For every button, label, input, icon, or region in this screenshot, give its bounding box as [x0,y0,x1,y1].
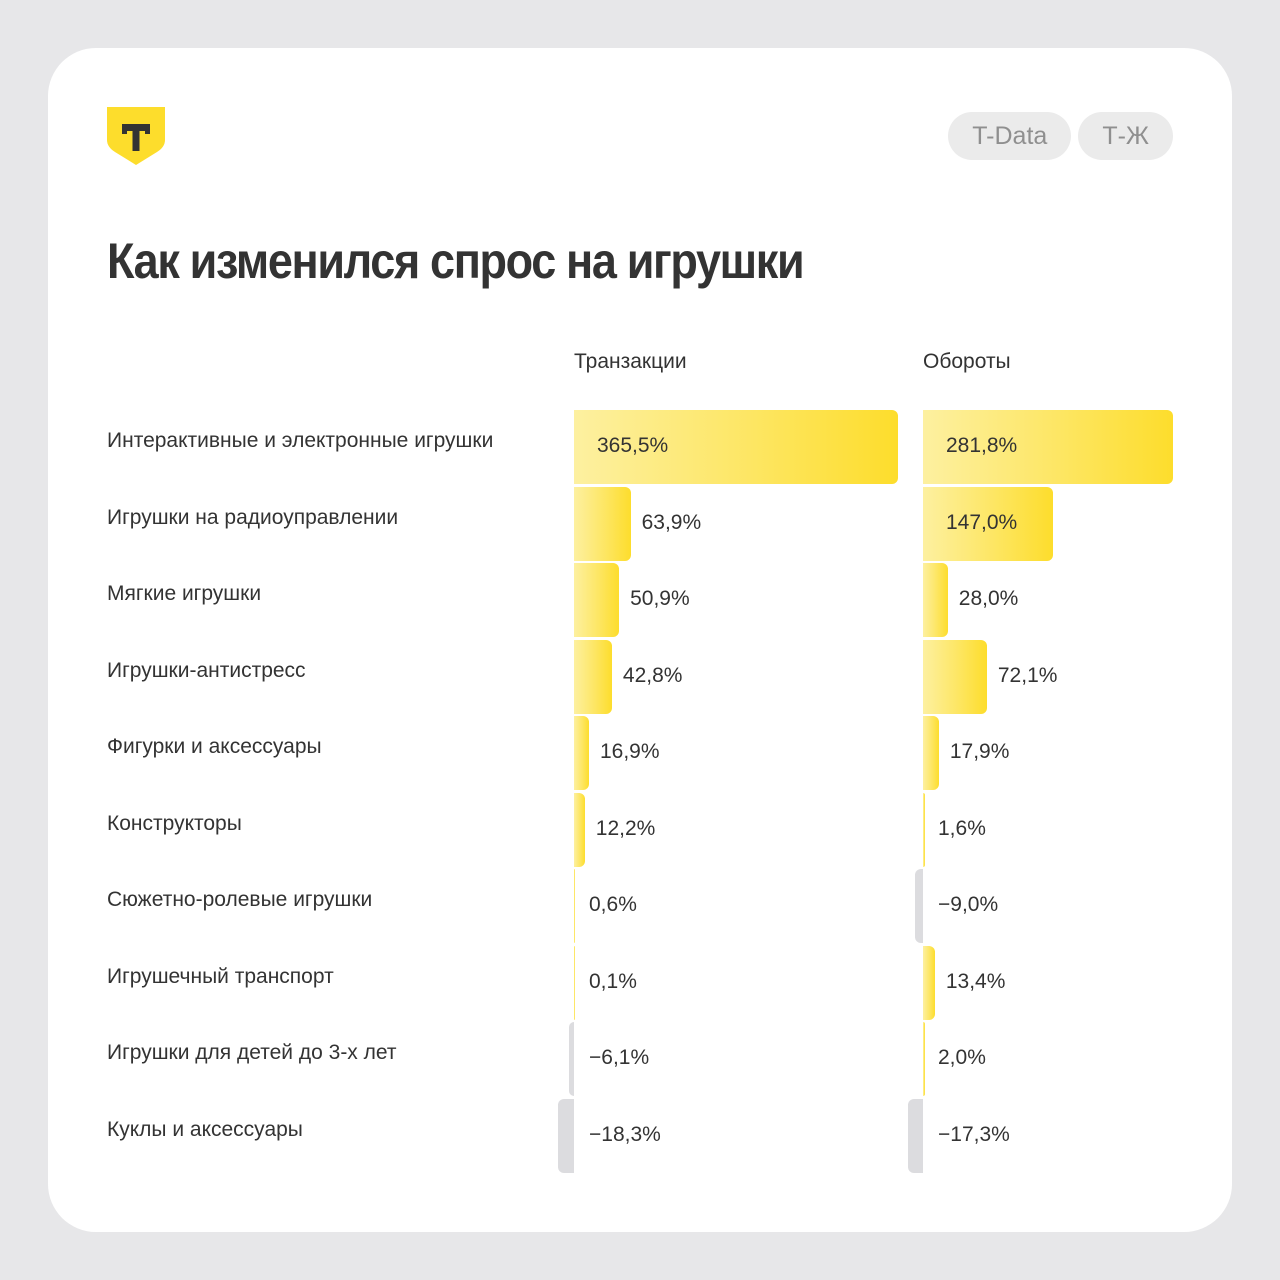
turnover-value: 1,6% [938,816,986,840]
row-label: Игрушечный транспорт [107,964,334,988]
turnover-value: −17,3% [938,1122,1010,1146]
row-label: Фигурки и аксессуары [107,735,322,758]
row-label: Игрушки для детей до 3-х лет [107,1041,397,1064]
turnover-value: 72,1% [997,663,1058,687]
table-row: Игрушки-антистресс 42,8% 72,1% [0,639,1280,717]
row-label: Мягкие игрушки [107,582,262,605]
turnover-value: 17,9% [949,740,1010,763]
header-pills: T-Data Т-Ж [948,112,1173,160]
t-data-pill[interactable]: T-Data [948,112,1072,160]
column-header-turnover: Обороты [923,350,1011,373]
row-label: Сюжетно-ролевые игрушки [107,888,373,911]
column-header-transactions: Транзакции [574,350,687,373]
transactions-value: 63,9% [641,510,702,534]
table-row: Фигурки и аксессуары 16,9% 17,9% [0,716,1280,793]
transactions-bar [574,869,575,943]
turnover-bar [915,869,923,943]
turnover-bar [923,716,939,790]
table-row: Игрушки на радиоуправлении 63,9% 147,0% [0,486,1280,564]
transactions-value: 365,5% [597,434,669,457]
transactions-bar [574,486,631,561]
transactions-value: −18,3% [589,1122,661,1146]
row-label: Конструкторы [107,811,242,835]
t-zh-pill[interactable]: Т-Ж [1078,112,1173,160]
turnover-bar [923,639,987,714]
transactions-bar [574,716,589,790]
turnover-bar [923,945,935,1020]
transactions-bar [574,792,585,867]
transactions-bar [574,410,898,484]
infographic-card [48,48,1232,1232]
transactions-value: 42,8% [622,663,683,687]
transactions-value: 0,6% [589,893,637,916]
table-row: Мягкие игрушки 50,9% 28,0% [0,563,1280,640]
turnover-bar [923,486,1054,561]
turnover-value: 13,4% [945,969,1006,993]
turnover-bar [923,563,948,637]
turnover-bar [923,1022,925,1096]
turnover-value: −9,0% [938,893,999,916]
turnover-value: 147,0% [946,510,1018,534]
transactions-bar [574,563,620,637]
row-label: Игрушки-антистресс [107,658,306,682]
page-title: Как изменился спрос на игрушки [107,233,805,289]
table-row: Куклы и аксессуары −18,3% −17,3% [0,1098,1280,1176]
transactions-value: 12,2% [595,816,656,840]
chart-rows: Интерактивные и электронные игрушки 365,5… [0,410,1280,1175]
transactions-value: −6,1% [589,1046,650,1069]
turnover-value: 2,0% [938,1046,986,1069]
turnover-value: 28,0% [958,587,1019,610]
table-row: Интерактивные и электронные игрушки 365,5… [0,410,1280,487]
transactions-bar [568,1022,574,1096]
table-row: Игрушки для детей до 3-х лет −6,1% 2,0% [0,1022,1280,1099]
transactions-bar [557,1098,574,1173]
transactions-value: 16,9% [599,740,660,763]
row-label: Куклы и аксессуары [107,1117,303,1141]
turnover-value: 281,8% [946,434,1018,457]
turnover-bar [923,410,1173,484]
transactions-bar [574,945,575,1020]
turnover-bar [923,792,925,867]
transactions-value: 0,1% [589,969,637,993]
table-row: Конструкторы 12,2% 1,6% [0,792,1280,870]
row-label: Интерактивные и электронные игрушки [107,429,494,452]
t-bank-shield-icon [107,107,165,165]
transactions-value: 50,9% [630,587,690,610]
table-row: Игрушечный транспорт 0,1% 13,4% [0,945,1280,1023]
table-row: Сюжетно-ролевые игрушки 0,6% −9,0% [0,869,1280,946]
transactions-bar [574,639,612,714]
row-label: Игрушки на радиоуправлении [107,505,399,529]
turnover-bar [907,1098,923,1173]
